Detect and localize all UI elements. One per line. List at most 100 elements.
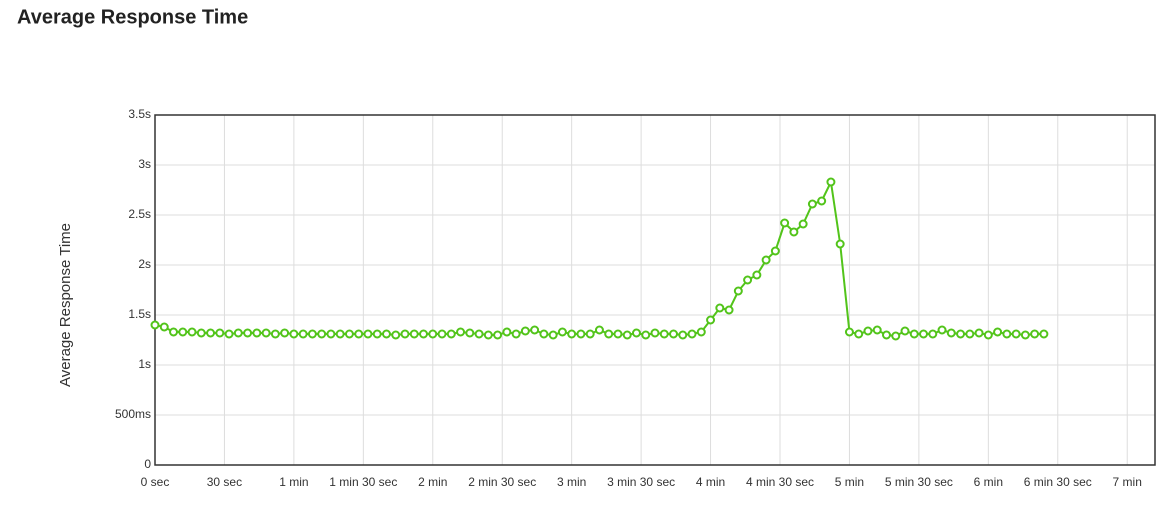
data-point [594, 325, 604, 335]
data-point [150, 320, 160, 330]
y-tick-label: 2.5s [128, 207, 151, 221]
x-tick-label: 3 min 30 sec [607, 475, 675, 489]
data-point [474, 329, 484, 339]
data-point [881, 330, 891, 340]
x-tick-label: 2 min 30 sec [468, 475, 536, 489]
plot-border [154, 114, 1156, 466]
data-point [733, 286, 743, 296]
x-tick-label: 0 sec [141, 475, 170, 489]
series-line [154, 178, 1044, 338]
y-tick-label: 500ms [115, 407, 151, 421]
data-point [659, 329, 669, 339]
data-point [344, 329, 354, 339]
data-point [576, 329, 586, 339]
x-tick-label: 2 min [418, 475, 447, 489]
data-point [1002, 329, 1012, 339]
data-point [650, 328, 660, 338]
data-point [567, 329, 577, 339]
data-point [335, 329, 345, 339]
data-point [270, 329, 280, 339]
data-point [974, 328, 984, 338]
data-point [159, 322, 169, 332]
data-point [289, 329, 299, 339]
data-point [1020, 330, 1030, 340]
data-point [224, 329, 234, 339]
data-point [854, 329, 864, 339]
y-axis-label: Average Response Time [57, 223, 74, 387]
data-point [493, 330, 503, 340]
data-point [391, 330, 401, 340]
data-point [715, 303, 725, 313]
data-point [743, 275, 753, 285]
data-point [354, 329, 364, 339]
data-point [770, 246, 780, 256]
data-point [530, 325, 540, 335]
data-point [900, 326, 910, 336]
data-point [196, 328, 206, 338]
chart-title: Average Response Time [17, 6, 248, 28]
x-tick-label: 7 min [1113, 475, 1142, 489]
data-point [687, 329, 697, 339]
x-tick-label: 3 min [557, 475, 586, 489]
data-point [789, 227, 799, 237]
data-point [613, 329, 623, 339]
data-point [280, 328, 290, 338]
data-point [372, 329, 382, 339]
data-point [807, 199, 817, 209]
data-point [761, 255, 771, 265]
data-point [956, 329, 966, 339]
y-tick-label: 1.5s [128, 307, 151, 321]
data-point [798, 219, 808, 229]
data-point [780, 218, 790, 228]
data-point [381, 329, 391, 339]
data-point [1039, 329, 1049, 339]
data-point [539, 329, 549, 339]
y-tick-label: 0 [144, 457, 151, 471]
data-point [437, 329, 447, 339]
data-point [678, 330, 688, 340]
data-point [428, 329, 438, 339]
data-point [696, 327, 706, 337]
x-tick-label: 4 min [696, 475, 725, 489]
data-point [1011, 329, 1021, 339]
data-point [187, 327, 197, 337]
data-point [835, 239, 845, 249]
x-tick-label: 1 min [279, 475, 308, 489]
x-tick-label: 6 min 30 sec [1024, 475, 1092, 489]
data-point [520, 326, 530, 336]
data-point [1030, 329, 1040, 339]
data-point [826, 177, 836, 187]
data-point [937, 325, 947, 335]
data-point [641, 330, 651, 340]
data-point [557, 327, 567, 337]
data-point [446, 329, 456, 339]
data-point [631, 328, 641, 338]
x-tick-label: 5 min 30 sec [885, 475, 953, 489]
data-point [891, 331, 901, 341]
data-point [946, 328, 956, 338]
data-point [206, 328, 216, 338]
data-point [706, 315, 716, 325]
data-point [928, 329, 938, 339]
data-point [298, 329, 308, 339]
data-point [622, 330, 632, 340]
y-tick-label: 1s [138, 357, 151, 371]
data-point [585, 329, 595, 339]
data-point [419, 329, 429, 339]
data-point [983, 330, 993, 340]
data-point [326, 329, 336, 339]
data-point [511, 329, 521, 339]
data-point [261, 328, 271, 338]
data-point [752, 270, 762, 280]
x-tick-label: 4 min 30 sec [746, 475, 814, 489]
data-point [409, 329, 419, 339]
data-point [993, 327, 1003, 337]
y-tick-label: 2s [138, 257, 151, 271]
data-point [483, 330, 493, 340]
data-point [872, 325, 882, 335]
y-tick-label: 3.5s [128, 107, 151, 121]
data-point [863, 326, 873, 336]
data-point [724, 305, 734, 315]
x-tick-label: 5 min [835, 475, 864, 489]
